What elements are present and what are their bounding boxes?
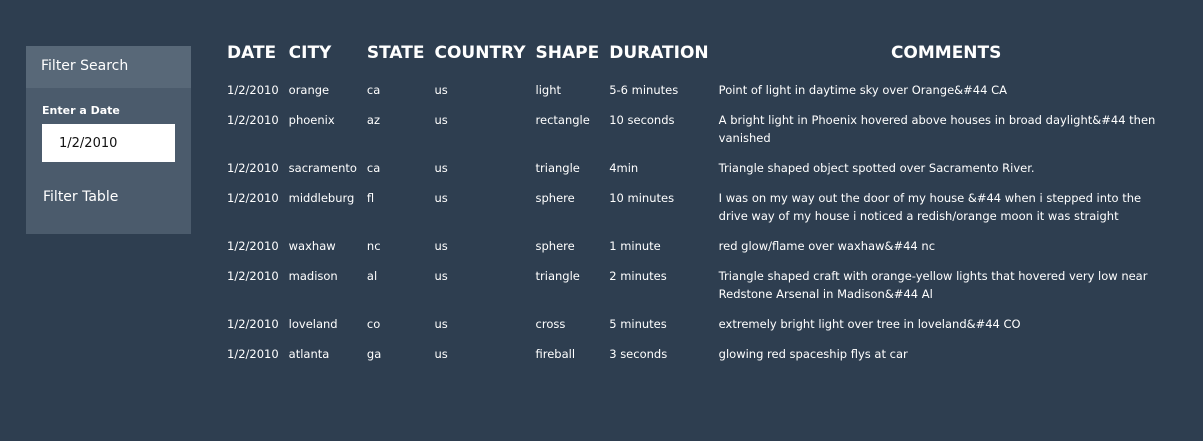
cell-state: al	[366, 269, 378, 283]
cell-comments: A bright light in Phoenix hovered above …	[718, 113, 1156, 145]
cell-duration: 10 minutes	[609, 191, 675, 205]
cell-country: us	[434, 347, 448, 361]
cell-country: us	[434, 191, 448, 205]
cell-comments: I was on my way out the door of my house…	[718, 191, 1142, 223]
table-row: 1/2/2010 madison al us triangle 2 minute…	[222, 261, 1179, 309]
cell-date: 1/2/2010	[227, 161, 279, 175]
header-city: CITY	[288, 43, 332, 63]
table-row: 1/2/2010 orange ca us light 5-6 minutes …	[222, 75, 1179, 105]
cell-shape: fireball	[535, 347, 576, 361]
cell-shape: triangle	[535, 269, 580, 283]
cell-duration: 10 seconds	[609, 113, 675, 127]
header-country: COUNTRY	[434, 43, 526, 63]
cell-shape: light	[535, 83, 562, 97]
cell-country: us	[434, 239, 448, 253]
cell-state: nc	[366, 239, 381, 253]
cell-comments: glowing red spaceship flys at car	[718, 347, 908, 361]
cell-state: fl	[366, 191, 375, 205]
header-shape: SHAPE	[535, 43, 600, 63]
cell-city: phoenix	[288, 113, 335, 127]
cell-date: 1/2/2010	[227, 269, 279, 283]
cell-state: ca	[366, 161, 381, 175]
date-label: Enter a Date	[42, 104, 120, 117]
cell-city: loveland	[288, 317, 338, 331]
table-row: 1/2/2010 atlanta ga us fireball 3 second…	[222, 339, 1179, 369]
cell-city: waxhaw	[288, 239, 336, 253]
cell-duration: 2 minutes	[609, 269, 667, 283]
filter-search-title: Filter Search	[26, 46, 191, 88]
cell-duration: 5 minutes	[609, 317, 667, 331]
table-row: 1/2/2010 middleburg fl us sphere 10 minu…	[222, 183, 1179, 231]
cell-comments: red glow/flame over waxhaw&#44 nc	[718, 239, 936, 253]
cell-date: 1/2/2010	[227, 239, 279, 253]
cell-state: az	[366, 113, 380, 127]
cell-country: us	[434, 83, 448, 97]
table-header-row: DATE CITY STATE COUNTRY SHAPE DURATION C…	[222, 40, 1179, 75]
header-duration: DURATION	[609, 43, 709, 63]
cell-duration: 3 seconds	[609, 347, 668, 361]
filter-body: Enter a Date Filter Table	[26, 88, 191, 205]
cell-city: sacramento	[288, 161, 357, 175]
cell-date: 1/2/2010	[227, 191, 279, 205]
header-date: DATE	[227, 43, 277, 63]
cell-comments: extremely bright light over tree in love…	[718, 317, 1021, 331]
filter-panel: Filter Search Enter a Date Filter Table	[26, 46, 191, 234]
date-input[interactable]	[42, 124, 175, 162]
cell-city: madison	[288, 269, 338, 283]
cell-country: us	[434, 161, 448, 175]
header-state: STATE	[366, 43, 425, 63]
cell-duration: 4min	[609, 161, 639, 175]
cell-city: orange	[288, 83, 330, 97]
cell-state: co	[366, 317, 381, 331]
cell-date: 1/2/2010	[227, 113, 279, 127]
cell-shape: rectangle	[535, 113, 590, 127]
table-row: 1/2/2010 phoenix az us rectangle 10 seco…	[222, 105, 1179, 153]
cell-duration: 1 minute	[609, 239, 661, 253]
cell-date: 1/2/2010	[227, 347, 279, 361]
cell-city: middleburg	[288, 191, 355, 205]
cell-country: us	[434, 317, 448, 331]
cell-state: ga	[366, 347, 382, 361]
cell-shape: triangle	[535, 161, 580, 175]
cell-comments: Triangle shaped object spotted over Sacr…	[718, 161, 1035, 175]
header-comments: COMMENTS	[890, 43, 1002, 63]
cell-shape: cross	[535, 317, 566, 331]
filter-table-button[interactable]: Filter Table	[43, 189, 119, 205]
cell-date: 1/2/2010	[227, 317, 279, 331]
table-row: 1/2/2010 waxhaw nc us sphere 1 minute re…	[222, 231, 1179, 261]
table-row: 1/2/2010 loveland co us cross 5 minutes …	[222, 309, 1179, 339]
cell-shape: sphere	[535, 191, 575, 205]
cell-date: 1/2/2010	[227, 83, 279, 97]
cell-duration: 5-6 minutes	[609, 83, 679, 97]
cell-shape: sphere	[535, 239, 575, 253]
cell-comments: Triangle shaped craft with orange-yellow…	[718, 269, 1148, 301]
table-row: 1/2/2010 sacramento ca us triangle 4min …	[222, 153, 1179, 183]
cell-city: atlanta	[288, 347, 330, 361]
cell-state: ca	[366, 83, 381, 97]
cell-comments: Point of light in daytime sky over Orang…	[718, 83, 1007, 97]
ufo-sightings-table: DATE CITY STATE COUNTRY SHAPE DURATION C…	[222, 40, 1179, 369]
cell-country: us	[434, 113, 448, 127]
cell-country: us	[434, 269, 448, 283]
